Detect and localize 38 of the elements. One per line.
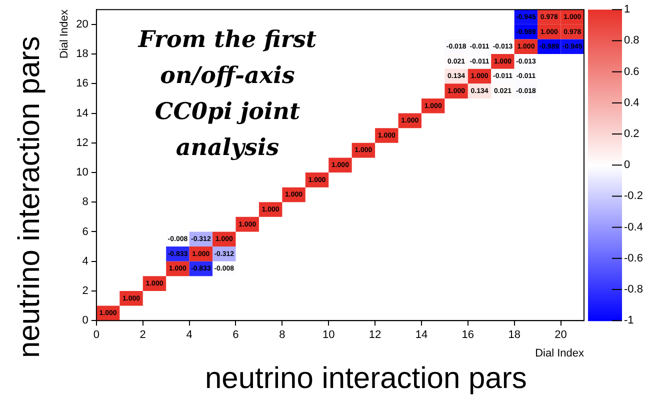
x-tick-label: 18 bbox=[508, 329, 520, 342]
x-tick-label: 14 bbox=[415, 329, 428, 342]
y-tick-label: 16 bbox=[76, 78, 88, 90]
text: neutrino interaction pars bbox=[205, 362, 527, 396]
x-tick-label: 4 bbox=[186, 329, 192, 342]
color-bar-label: -0.4 bbox=[624, 221, 643, 234]
y-tick-label: 2 bbox=[82, 285, 88, 298]
y-tick-label: 18 bbox=[76, 48, 88, 60]
y-tick-label: 0 bbox=[82, 314, 88, 327]
y-tick-label: 12 bbox=[76, 136, 88, 149]
color-bar-label: -0.2 bbox=[624, 190, 643, 202]
y-tick-label: 4 bbox=[82, 255, 88, 268]
x-tick-label: 8 bbox=[279, 329, 286, 342]
x-tick-label: 16 bbox=[462, 329, 474, 342]
color-bar-label: 0.6 bbox=[624, 66, 640, 78]
x-tick-label: 20 bbox=[554, 329, 567, 342]
text: neutrino interaction pars bbox=[13, 35, 47, 360]
annotation: From the first on/off-axis CC0pi joint analysis bbox=[138, 26, 317, 161]
color-bar-label: 0.4 bbox=[624, 96, 640, 109]
color-bar-label: -0.8 bbox=[624, 284, 643, 296]
color-bar-label: -0.6 bbox=[624, 252, 643, 264]
color-bar-label: 1 bbox=[624, 4, 630, 16]
x-tick-label: 10 bbox=[322, 329, 335, 342]
y-tick-label: 6 bbox=[82, 226, 88, 238]
color-bar-label: 0 bbox=[624, 159, 630, 172]
x-tick-label: 2 bbox=[140, 329, 146, 342]
color-bar-label: 0.2 bbox=[624, 128, 640, 140]
x-tick-label: 6 bbox=[232, 329, 239, 342]
x-axis-title: Dial Index bbox=[535, 347, 584, 360]
y-axis-title: Dial Index bbox=[58, 9, 71, 59]
color-bar-label: -1 bbox=[624, 314, 634, 327]
color-bar-label: 0.8 bbox=[624, 34, 640, 47]
y-tick-label: 8 bbox=[82, 196, 88, 208]
y-tick-label: 14 bbox=[76, 107, 88, 120]
y-tick-label: 10 bbox=[76, 166, 88, 179]
x-tick-label: 0 bbox=[93, 329, 100, 342]
x-tick-label: 12 bbox=[368, 329, 382, 342]
y-tick-label: 20 bbox=[76, 18, 88, 30]
